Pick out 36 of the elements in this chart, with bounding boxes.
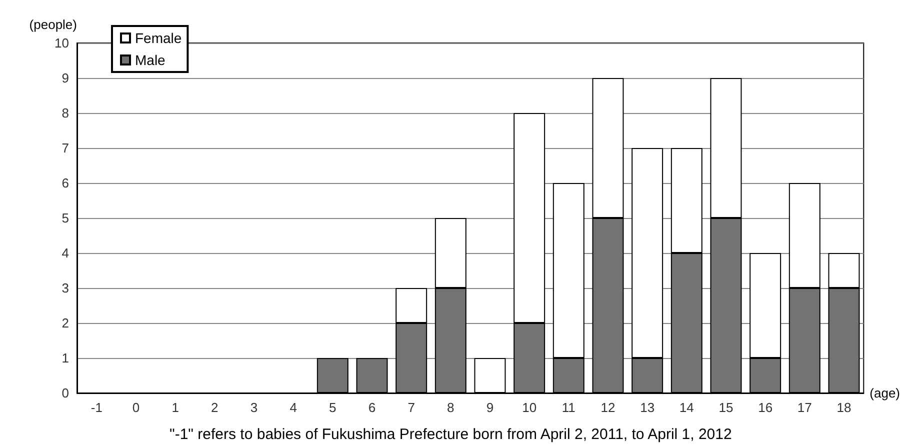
y-tick-label: 0 (62, 386, 69, 400)
text: "-1" refers to babies of Fukushima Prefecture born from April 2, 2011, to April 1, 2012 (170, 426, 732, 443)
x-tick-label: 7 (408, 400, 415, 415)
x-tick-label: 1 (172, 400, 179, 415)
y-tick-label: 10 (54, 36, 69, 50)
x-tick-label: -1 (90, 400, 102, 415)
y-tick-label: 2 (62, 316, 69, 330)
legend-label: Female (135, 30, 182, 46)
x-tick-label: 2 (211, 400, 218, 415)
x-tick-label: 17 (797, 400, 812, 415)
x-tick-label: 15 (718, 400, 734, 415)
y-tick-label: 4 (62, 246, 69, 260)
y-axis-title: (people) (29, 17, 77, 32)
x-tick-label: 12 (600, 400, 616, 415)
y-tick-label: 6 (62, 176, 69, 190)
x-tick-label: 4 (290, 400, 297, 415)
y-tick-label: 1 (62, 350, 69, 366)
x-tick-label: 8 (447, 400, 454, 415)
x-axis-title: (age) (870, 386, 900, 400)
x-tick-label: 5 (329, 400, 336, 415)
y-tick-label: 5 (62, 210, 69, 226)
x-tick-label: 18 (836, 400, 852, 415)
x-tick-label: 16 (758, 400, 773, 415)
x-tick-label: 13 (640, 400, 655, 415)
legend-label: Male (135, 52, 166, 68)
x-tick-label: 6 (368, 400, 376, 415)
y-tick-label: 7 (62, 140, 69, 156)
x-tick-label: 3 (250, 400, 258, 415)
y-tick-label: 9 (62, 70, 69, 86)
x-tick-label: 11 (562, 400, 576, 415)
x-tick-label: 0 (132, 400, 140, 415)
y-tick-label: 3 (62, 280, 69, 296)
y-tick-label: 8 (62, 106, 69, 120)
x-tick-label: 10 (522, 400, 537, 415)
x-tick-label: 14 (679, 400, 694, 415)
x-tick-label: 9 (486, 400, 494, 415)
